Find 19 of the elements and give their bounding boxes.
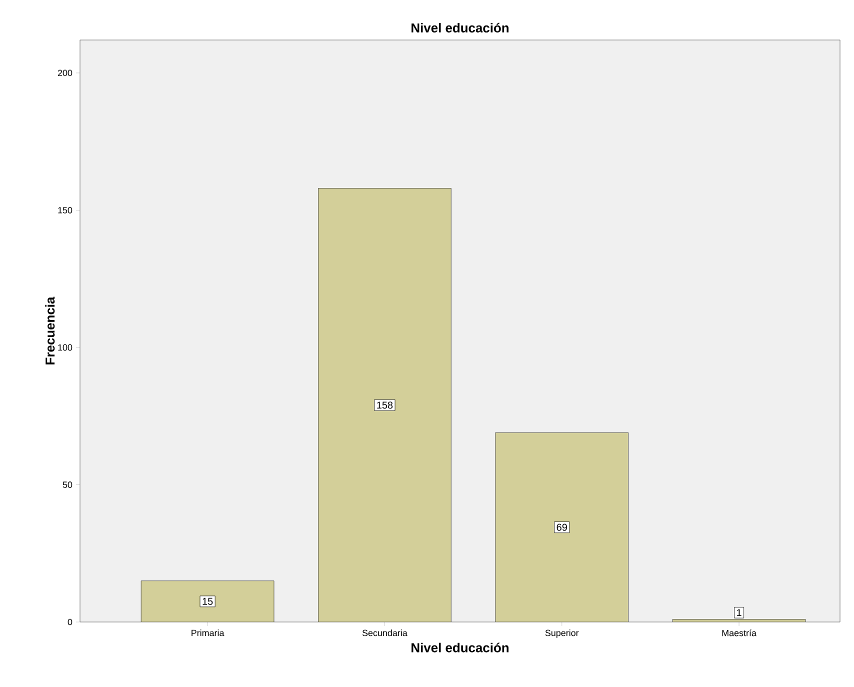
data-label: 1 bbox=[737, 609, 742, 616]
x-axis-title: Nivel educación bbox=[412, 642, 508, 652]
data-label: 69 bbox=[556, 524, 567, 531]
x-tick-label: Superior bbox=[545, 630, 579, 638]
y-tick-label: 50 bbox=[62, 482, 72, 488]
x-tick-label: Maestría bbox=[722, 630, 756, 636]
y-tick-label: 200 bbox=[58, 70, 72, 76]
bar bbox=[318, 188, 452, 622]
y-tick-label: 150 bbox=[58, 207, 72, 214]
bar bbox=[141, 580, 274, 622]
x-tick-label: Primaria bbox=[192, 630, 224, 636]
chart-title: Nivel educación bbox=[412, 22, 508, 32]
data-label: 158 bbox=[377, 402, 393, 409]
data-label: 15 bbox=[202, 598, 213, 605]
y-tick-label: 0 bbox=[68, 618, 72, 626]
y-axis-title: Frecuencia bbox=[45, 296, 55, 364]
bar bbox=[495, 432, 629, 622]
x-tick-label: Secundaria bbox=[362, 630, 408, 636]
y-tick-label: 100 bbox=[58, 344, 72, 351]
